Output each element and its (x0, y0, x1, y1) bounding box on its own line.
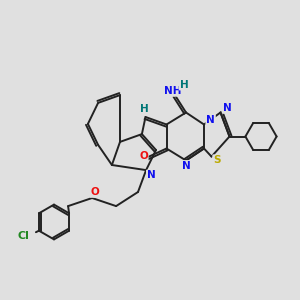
Text: O: O (91, 187, 100, 197)
Text: H: H (140, 104, 148, 115)
Text: O: O (139, 151, 148, 161)
Text: S: S (213, 155, 220, 165)
Text: NH: NH (164, 86, 182, 96)
Text: N: N (206, 115, 215, 125)
Text: H: H (179, 80, 188, 90)
Text: Cl: Cl (17, 231, 29, 241)
Text: N: N (223, 103, 232, 113)
Text: N: N (182, 161, 190, 171)
Text: N: N (147, 170, 156, 181)
